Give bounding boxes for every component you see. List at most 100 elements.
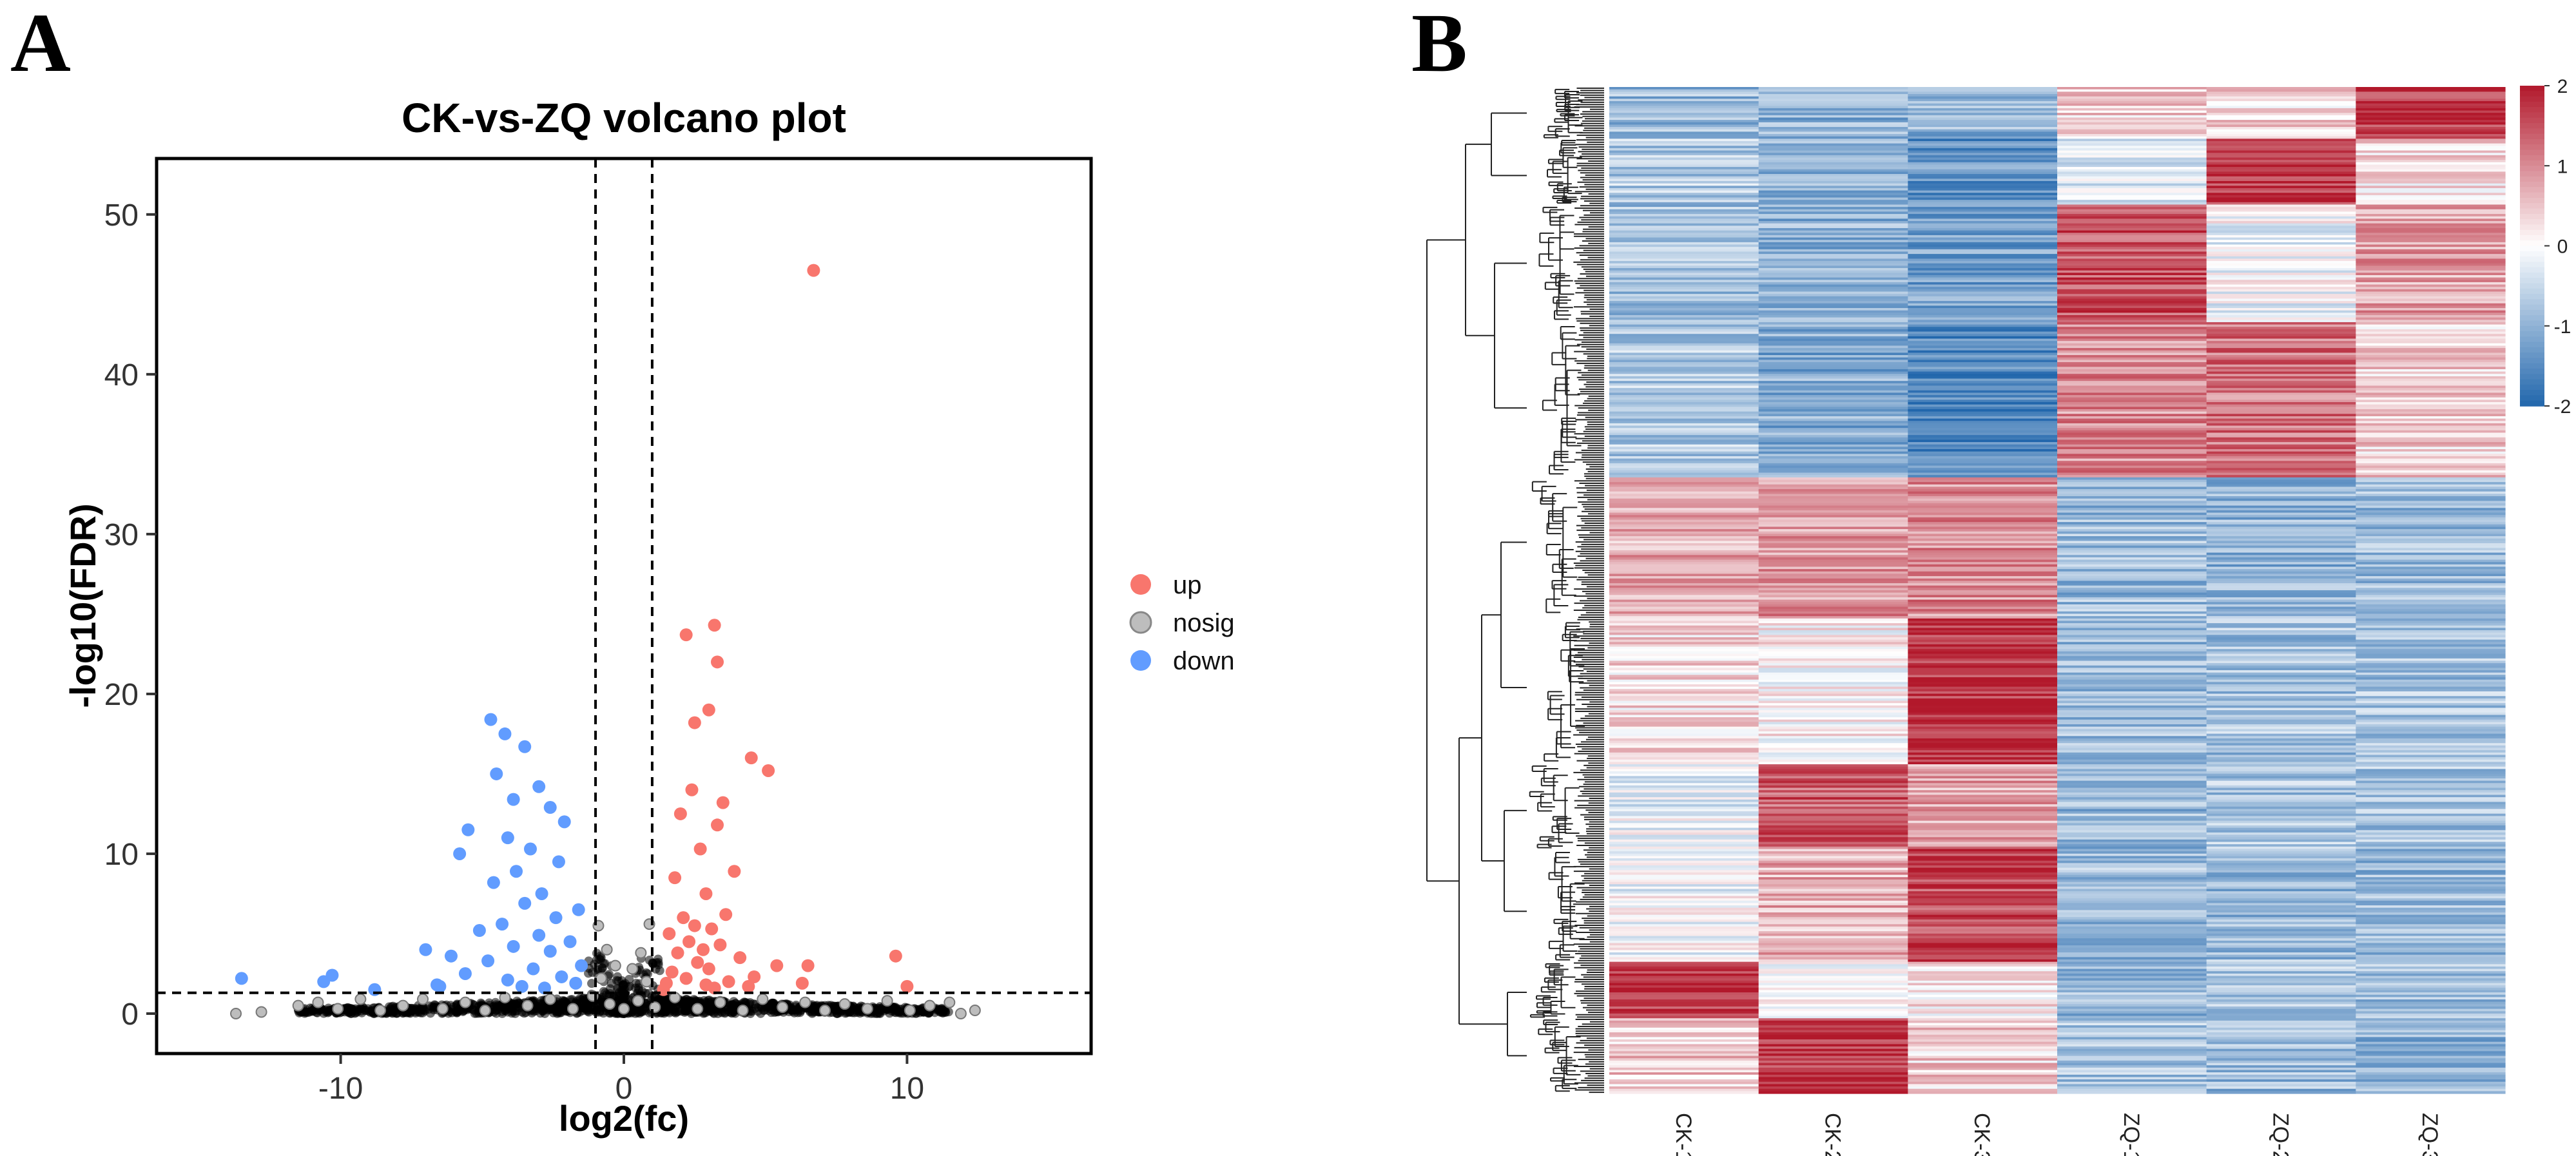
heatmap-cell: [2206, 341, 2356, 344]
heatmap-cell: [1609, 957, 1759, 960]
heatmap-cell: [1758, 1011, 1908, 1014]
heatmap-cell: [2057, 484, 2207, 488]
heatmap-cell: [2057, 933, 2207, 937]
heatmap-cell: [1609, 317, 1759, 320]
heatmap: CK-1 CK-2 CK-3 ZQ-1 ZQ-2 ZQ-3 210-1-2: [1426, 76, 2571, 1156]
heatmap-cell: [1609, 136, 1759, 139]
heatmap-cell: [1908, 454, 2058, 457]
heatmap-cell: [2057, 856, 2207, 859]
heatmap-cell: [2206, 792, 2356, 796]
heatmap-cell: [1609, 1032, 1759, 1036]
heatmap-cell: [1908, 378, 2058, 381]
heatmap-cell: [1609, 1018, 1759, 1021]
heatmap-cell: [2057, 656, 2207, 659]
heatmap-cell: [1758, 423, 1908, 427]
heatmap-cell: [1758, 99, 1908, 102]
heatmap-cell: [2206, 1051, 2356, 1054]
baseline-point: [768, 998, 777, 1008]
heatmap-cell: [2057, 898, 2207, 901]
heatmap-cell: [1758, 1016, 1908, 1019]
heatmap-cell: [2356, 802, 2506, 805]
point-nosig: [292, 999, 304, 1012]
heatmap-cell: [2356, 155, 2506, 159]
heatmap-cell: [1908, 313, 2058, 316]
heatmap-cell: [2356, 1055, 2506, 1059]
heatmap-cell: [2206, 809, 2356, 812]
heatmap-cell: [1758, 176, 1908, 179]
baseline-point: [447, 1008, 457, 1017]
heatmap-cell: [2057, 729, 2207, 732]
heatmap-cell: [1908, 421, 2058, 424]
heatmap-cell: [2356, 827, 2506, 831]
heatmap-cell: [1758, 136, 1908, 139]
heatmap-cell: [2206, 164, 2356, 168]
heatmap-cell: [1908, 820, 2058, 824]
heatmap-cell: [1758, 769, 1908, 772]
heatmap-cell: [2206, 860, 2356, 863]
heatmap-cell: [2057, 129, 2207, 132]
heatmap-cell: [1758, 263, 1908, 266]
heatmap-cell: [2206, 672, 2356, 675]
heatmap-cell: [1609, 404, 1759, 407]
heatmap-cell: [1908, 374, 2058, 377]
heatmap-cell: [1908, 1063, 2058, 1066]
heatmap-cell: [2057, 435, 2207, 438]
heatmap-cell: [1758, 167, 1908, 170]
heatmap-cell: [1908, 428, 2058, 431]
heatmap-cell: [1758, 773, 1908, 776]
legend-item-nosig: nosig: [1129, 609, 1235, 637]
heatmap-cell: [1908, 583, 2058, 586]
heatmap-cell: [2057, 447, 2207, 450]
heatmap-cell: [2206, 893, 2356, 897]
heatmap-cell: [2057, 327, 2207, 330]
heatmap-cell: [1609, 797, 1759, 800]
heatmap-cell: [1758, 122, 1908, 125]
heatmap-cell: [1758, 675, 1908, 678]
heatmap-cell: [1609, 456, 1759, 459]
heatmap-cell: [1908, 430, 2058, 434]
heatmap-cell: [2057, 519, 2207, 523]
heatmap-cell: [2057, 585, 2207, 588]
heatmap-cell: [1908, 1065, 2058, 1068]
heatmap-cell: [1609, 1051, 1759, 1054]
heatmap-cell: [2356, 717, 2506, 720]
heatmap-cell: [2206, 832, 2356, 836]
heatmap-cell: [2356, 771, 2506, 775]
heatmap-cell: [2206, 282, 2356, 285]
heatmap-cell: [1758, 877, 1908, 880]
heatmap-cell: [2356, 745, 2506, 749]
heatmap-cell: [1609, 884, 1759, 887]
heatmap-cell: [2206, 1065, 2356, 1068]
point-down: [484, 713, 498, 726]
heatmap-cell: [1609, 976, 1759, 979]
heatmap-cell: [1908, 576, 2058, 579]
heatmap-cell: [1758, 863, 1908, 866]
heatmap-cell: [2206, 898, 2356, 901]
heatmap-cell: [2206, 938, 2356, 941]
heatmap-cell: [1758, 618, 1908, 622]
heatmap-cell: [2206, 769, 2356, 772]
x-tick-label: -10: [318, 1072, 363, 1106]
heatmap-cell: [2356, 270, 2506, 273]
heatmap-cell: [1908, 361, 2058, 365]
heatmap-cell: [1908, 526, 2058, 530]
heatmap-cell: [2206, 733, 2356, 737]
point-up: [685, 783, 699, 796]
heatmap-cell: [2206, 414, 2356, 417]
point-down: [524, 842, 537, 856]
heatmap-cell: [2206, 392, 2356, 396]
heatmap-cell: [2206, 936, 2356, 939]
heatmap-cell: [2206, 684, 2356, 688]
heatmap-cell: [2356, 524, 2506, 528]
heatmap-cell: [2356, 997, 2506, 1000]
heatmap-cell: [2356, 223, 2506, 226]
heatmap-cell: [1609, 411, 1759, 414]
heatmap-cell: [2206, 910, 2356, 913]
heatmap-cell: [2057, 566, 2207, 570]
heatmap-cell: [1908, 997, 2058, 1000]
heatmap-cell: [2356, 240, 2506, 243]
heatmap-cell: [2057, 343, 2207, 347]
heatmap-cell: [1609, 209, 1759, 213]
heatmap-cell: [2356, 261, 2506, 264]
heatmap-cell: [2356, 432, 2506, 436]
